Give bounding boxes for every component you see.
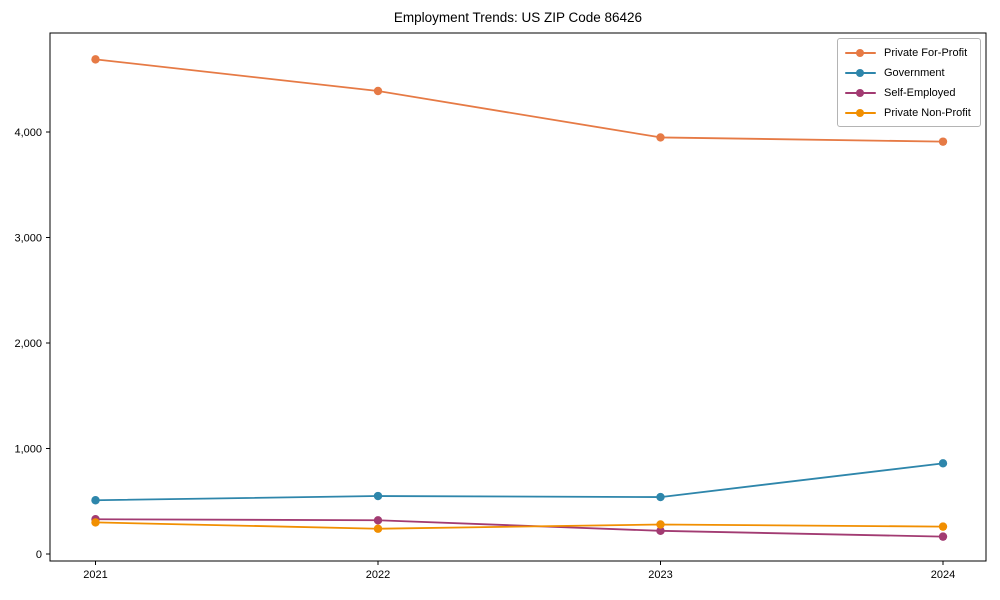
x-tick-label: 2023 [648, 569, 672, 581]
series-line-private-non-profit [94, 521, 944, 530]
x-tick-label: 2022 [366, 569, 390, 581]
data-point-government-2021 [91, 496, 100, 505]
series-line-private-for-profit [94, 58, 944, 143]
legend-item-government: Government [845, 66, 974, 79]
y-tick-label: 3,000 [14, 233, 42, 245]
legend-item-self-employed: Self-Employed [845, 86, 974, 99]
data-point-private-for-profit-2024 [938, 137, 948, 146]
y-tick-label: 1,000 [14, 444, 42, 456]
y-tick-label: 4,000 [14, 127, 42, 139]
data-point-private-non-profit-2022 [373, 524, 383, 533]
plot-border [49, 32, 987, 562]
legend-line-sample [845, 46, 876, 59]
legend-item-private-non-profit: Private Non-Profit [845, 106, 974, 119]
legend-label: Government [884, 66, 945, 79]
data-point-private-non-profit-2021 [91, 518, 100, 527]
data-point-government-2023 [656, 492, 665, 502]
series-line-self-employed [94, 518, 944, 538]
legend-item-private-for-profit: Private For-Profit [845, 46, 974, 59]
series-line-government [94, 462, 944, 502]
legend-label: Self-Employed [884, 86, 956, 99]
legend-line-sample [845, 66, 876, 79]
data-point-self-employed-2022 [373, 516, 383, 525]
chart-title: Employment Trends: US ZIP Code 86426 [393, 10, 643, 25]
legend-label: Private Non-Profit [884, 106, 971, 119]
y-tick-label: 2,000 [14, 338, 42, 350]
data-point-private-for-profit-2022 [373, 86, 383, 96]
y-tick-label: 0 [36, 549, 42, 561]
data-point-government-2024 [938, 459, 948, 468]
legend-label: Private For-Profit [884, 46, 968, 59]
data-point-private-non-profit-2024 [938, 522, 948, 531]
legend-line-sample [845, 86, 876, 99]
x-tick-label: 2021 [83, 569, 107, 581]
legend-line-sample [845, 106, 876, 119]
data-point-self-employed-2023 [656, 526, 665, 536]
legend: Private For-Profit Government Self-Employe… [837, 38, 981, 127]
data-point-self-employed-2024 [938, 532, 948, 541]
data-point-private-for-profit-2023 [656, 133, 665, 142]
data-point-private-non-profit-2023 [656, 520, 665, 529]
data-point-government-2022 [373, 491, 383, 501]
x-tick-label: 2024 [931, 569, 955, 581]
data-point-private-for-profit-2021 [91, 55, 100, 64]
